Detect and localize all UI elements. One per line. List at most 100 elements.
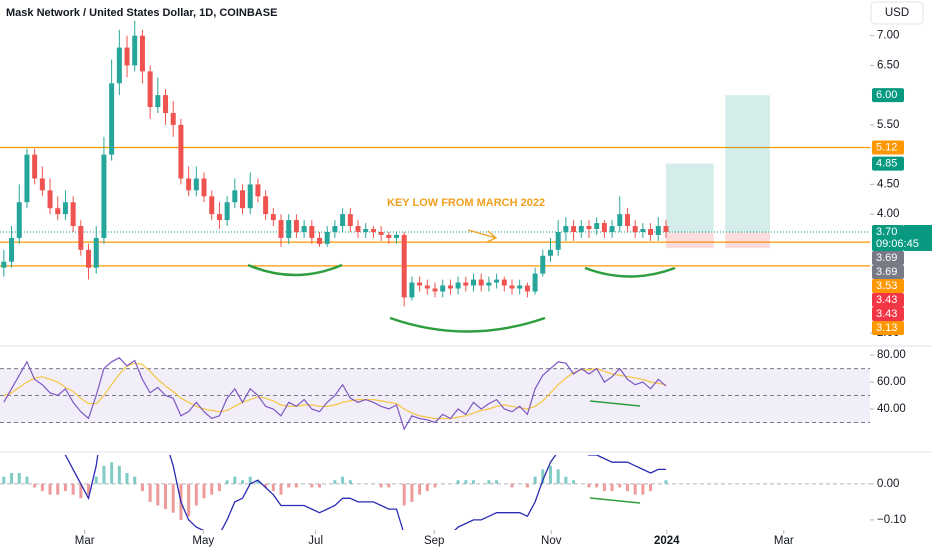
x-tick-label: Sep xyxy=(424,535,444,547)
candle-body xyxy=(309,226,315,238)
rsi-pane xyxy=(0,357,870,431)
annotation-arrow xyxy=(467,229,498,243)
histogram-bar xyxy=(71,483,75,495)
histogram-bar xyxy=(318,483,322,488)
histogram-bar xyxy=(310,483,314,488)
y-tick-label: 6.50 xyxy=(877,59,899,71)
support-curve xyxy=(247,263,343,277)
histogram-bar xyxy=(410,483,414,502)
price-label-text: 5.12 xyxy=(876,141,897,153)
candle-body xyxy=(555,231,561,250)
histogram-bar xyxy=(279,483,283,495)
histogram-bar xyxy=(102,465,106,484)
histogram-bar xyxy=(495,480,499,484)
candle-body xyxy=(317,237,323,244)
histogram-bar xyxy=(94,476,98,484)
price-label xyxy=(872,264,904,279)
price-label xyxy=(872,278,904,293)
rsi-line xyxy=(3,362,667,420)
candle-body xyxy=(132,35,138,66)
candle-body xyxy=(609,226,615,232)
candle-body xyxy=(101,154,107,238)
candle-body xyxy=(232,190,238,203)
candle-body xyxy=(286,220,292,238)
y-tick-label: −0.10 xyxy=(877,514,906,526)
candle-body xyxy=(62,202,68,215)
histogram-bar xyxy=(664,480,668,484)
candle-body xyxy=(486,282,492,286)
candle-body xyxy=(293,220,299,232)
candle-body xyxy=(209,196,215,215)
candle-body xyxy=(501,279,507,286)
candle-body xyxy=(440,285,446,292)
candle-body xyxy=(571,226,577,232)
price-label-text: 3.69 xyxy=(876,266,897,278)
candle-body xyxy=(147,71,153,108)
y-tick-label: 60.00 xyxy=(877,376,906,388)
x-tick-label: Jul xyxy=(308,535,323,547)
histogram-bar xyxy=(595,483,599,488)
candle-body xyxy=(93,237,99,268)
candle-body xyxy=(324,231,330,244)
histogram-bar xyxy=(17,473,21,484)
histogram-bar xyxy=(164,483,168,510)
histogram-bar xyxy=(48,483,52,495)
candle-body xyxy=(163,95,169,114)
support-curve xyxy=(584,266,676,278)
candle-body xyxy=(417,282,423,286)
histogram-bar xyxy=(33,483,37,488)
support-curve xyxy=(389,316,546,333)
histogram-bar xyxy=(217,483,221,492)
currency-label[interactable]: USD xyxy=(885,7,909,19)
x-tick-label: Mar xyxy=(75,535,95,547)
candle-body xyxy=(470,279,476,286)
price-label xyxy=(872,224,904,251)
currency-button[interactable] xyxy=(870,1,924,25)
histogram-bar xyxy=(379,483,383,488)
candle-body xyxy=(586,226,592,230)
candle-body xyxy=(640,229,646,232)
histogram-bar xyxy=(117,465,121,484)
price-label-text: 6.00 xyxy=(876,89,897,101)
histogram-bar xyxy=(533,476,537,484)
candle-body xyxy=(409,282,415,298)
histogram-bar xyxy=(248,476,252,484)
histogram-bar xyxy=(271,483,275,492)
candle-body xyxy=(109,83,115,155)
price-label-text: 3.13 xyxy=(876,322,897,334)
histogram-bar xyxy=(525,483,529,488)
histogram-bar xyxy=(148,483,152,502)
candle-body xyxy=(124,47,130,66)
countdown: 09:06:45 xyxy=(876,238,919,250)
x-tick-label: Nov xyxy=(541,535,562,547)
y-tick-label: 40.00 xyxy=(877,403,906,415)
histogram-bar xyxy=(56,483,60,495)
candle-body xyxy=(517,285,523,289)
histogram-bar xyxy=(610,483,614,492)
y-tick-label: 4.50 xyxy=(877,178,899,190)
x-tick-label: Mar xyxy=(774,535,794,547)
candle-body xyxy=(224,202,230,221)
histogram-bar xyxy=(63,483,67,492)
candle-body xyxy=(509,285,515,289)
candle-body xyxy=(78,226,84,250)
price-label-text: 4.85 xyxy=(876,157,897,169)
histogram-bar xyxy=(471,480,475,484)
countdown-bg xyxy=(904,224,932,251)
histogram-bar xyxy=(287,483,291,488)
candle-body xyxy=(139,35,145,72)
candle-body xyxy=(9,237,15,262)
loss-zone xyxy=(725,232,770,249)
axes: 7.006.505.504.504.002.0080.0060.0040.000… xyxy=(75,30,932,547)
candle-body xyxy=(301,226,307,232)
price-label-text: 3.43 xyxy=(876,294,897,306)
candle-body xyxy=(263,196,269,215)
histogram-bar xyxy=(256,480,260,484)
candle-body xyxy=(1,261,7,268)
y-tick-label: 4.00 xyxy=(877,208,899,220)
histogram-bar xyxy=(387,483,391,488)
candle-body xyxy=(193,178,199,191)
price-label xyxy=(872,250,904,265)
histogram-bar xyxy=(433,483,437,488)
